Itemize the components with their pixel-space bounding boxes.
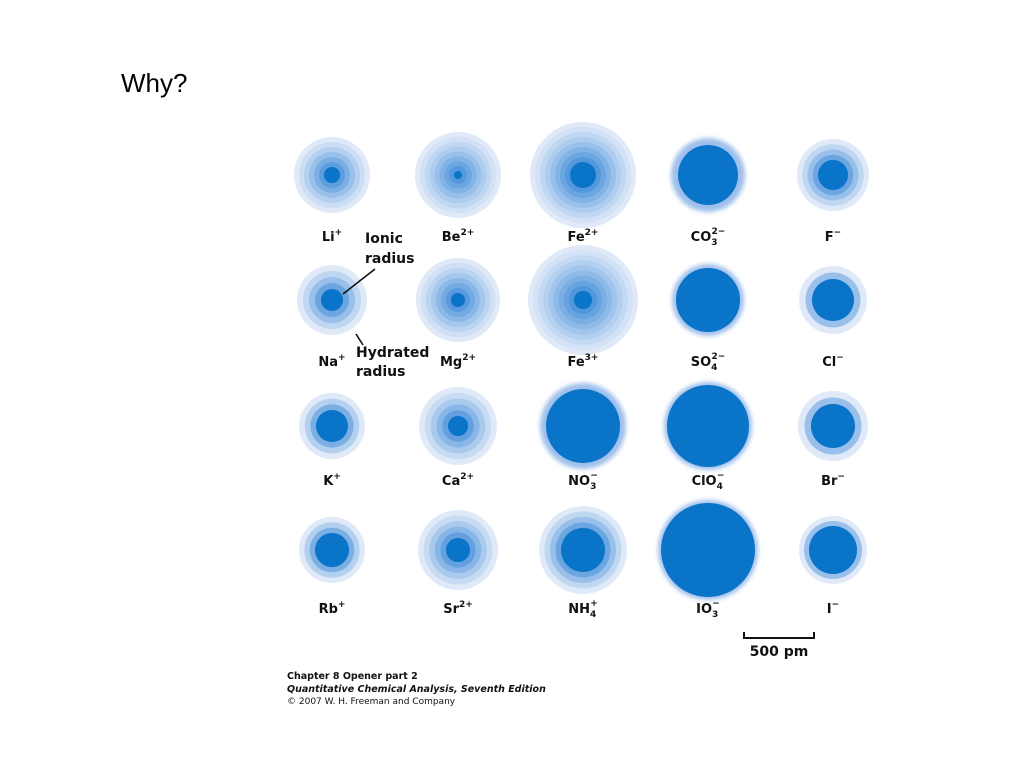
ion-label-na-2-1: Na+ <box>318 353 345 370</box>
ion-label-io3-4-4: IO3− <box>696 599 720 620</box>
ionic-radius-core <box>446 538 470 562</box>
ion-label-nh4-4-3: NH4+ <box>568 599 598 620</box>
ion-fe-2-3 <box>528 245 638 355</box>
ion-label-co3-1-4: CO32− <box>691 227 726 248</box>
ion-f-1-5 <box>797 139 869 211</box>
ionic-radius-core <box>667 385 749 467</box>
ionic-radius-core <box>574 291 592 309</box>
ion-clo4-3-4 <box>664 382 752 470</box>
ion-label-fe-2-3: Fe3+ <box>568 353 599 370</box>
ion-io3-4-4 <box>658 500 758 600</box>
ion-label-clo4-3-4: ClO4− <box>692 471 725 492</box>
ionic-radius-label-line1: Ionic <box>365 231 403 247</box>
ion-label-be-1-2: Be2+ <box>442 228 475 245</box>
ion-na-2-1 <box>297 265 367 335</box>
ion-cl-2-5 <box>799 266 867 334</box>
ion-co3-1-4 <box>671 138 745 212</box>
ionic-radius-core <box>561 528 605 572</box>
hydrated-radius-pointer <box>355 333 364 346</box>
hydrated-radius-label-line2: radius <box>356 364 405 380</box>
ion-so4-2-4 <box>672 264 744 336</box>
ionic-radius-core <box>809 526 857 574</box>
ion-label-no3-3-3: NO3− <box>568 471 598 492</box>
ionic-radius-core <box>812 279 854 321</box>
ions-layer <box>294 122 869 600</box>
ionic-radius-core <box>324 167 340 183</box>
scale-bar-label: 500 pm <box>750 644 809 660</box>
caption-copyright: © 2007 W. H. Freeman and Company <box>287 697 456 707</box>
caption-chapter: Chapter 8 Opener part 2 <box>287 671 418 682</box>
ion-label-sr-4-2: Sr2+ <box>443 600 473 617</box>
ionic-radius-label-line2: radius <box>365 251 414 267</box>
ionic-radius-core <box>316 410 348 442</box>
ion-label-rb-4-1: Rb+ <box>319 600 346 617</box>
hydrated-radius-label-line1: Hydrated <box>356 345 429 361</box>
ionic-radius-core <box>818 160 848 190</box>
ionic-radius-core <box>321 289 343 311</box>
caption-book-title: Quantitative Chemical Analysis, Seventh … <box>287 684 546 695</box>
ion-rb-4-1 <box>299 517 365 583</box>
ionic-radius-core <box>448 416 468 436</box>
ionic-radius-pointer <box>342 268 376 295</box>
ionic-radius-core <box>570 162 596 188</box>
ion-ca-3-2 <box>419 387 497 465</box>
ion-label-br-3-5: Br− <box>821 472 845 489</box>
ion-label-fe-1-3: Fe2+ <box>568 228 599 245</box>
ionic-radius-core <box>678 145 738 205</box>
ionic-radius-core <box>454 171 462 179</box>
ionic-radius-core <box>315 533 349 567</box>
figure-caption: Chapter 8 Opener part 2 Quantitative Che… <box>287 670 546 709</box>
ion-label-ca-3-2: Ca2+ <box>442 472 474 489</box>
ion-label-f-1-5: F− <box>825 228 841 245</box>
ion-label-so4-2-4: SO42− <box>691 352 726 373</box>
ion-label-mg-2-2: Mg2+ <box>440 353 476 370</box>
ion-be-1-2 <box>415 132 501 218</box>
ionic-radius-core <box>676 268 740 332</box>
slide-title: Why? <box>121 68 188 98</box>
ion-br-3-5 <box>798 391 868 461</box>
ion-no3-3-3 <box>540 383 626 469</box>
ion-label-k-3-1: K+ <box>323 472 341 489</box>
ion-i-4-5 <box>799 516 867 584</box>
ion-label-li-1-1: Li+ <box>322 228 342 245</box>
ionic-radius-core <box>661 503 755 597</box>
ion-k-3-1 <box>299 393 365 459</box>
ionic-radius-core <box>451 293 465 307</box>
ionic-radius-core <box>546 389 620 463</box>
ion-nh4-4-3 <box>539 506 627 594</box>
ion-mg-2-2 <box>416 258 500 342</box>
ion-sr-4-2 <box>418 510 498 590</box>
ion-fe-1-3 <box>530 122 636 228</box>
ion-label-cl-2-5: Cl− <box>822 353 844 370</box>
ionic-radius-core <box>811 404 855 448</box>
labels-layer: Li+ Be2+ Fe2+ CO32− F− Na+ Mg2+ Fe3+ SO42− Cl− K+ C… <box>318 227 845 620</box>
ion-li-1-1 <box>294 137 370 213</box>
scale-bar: 500 pm <box>743 632 815 660</box>
ion-label-i-4-5: I− <box>827 600 839 617</box>
